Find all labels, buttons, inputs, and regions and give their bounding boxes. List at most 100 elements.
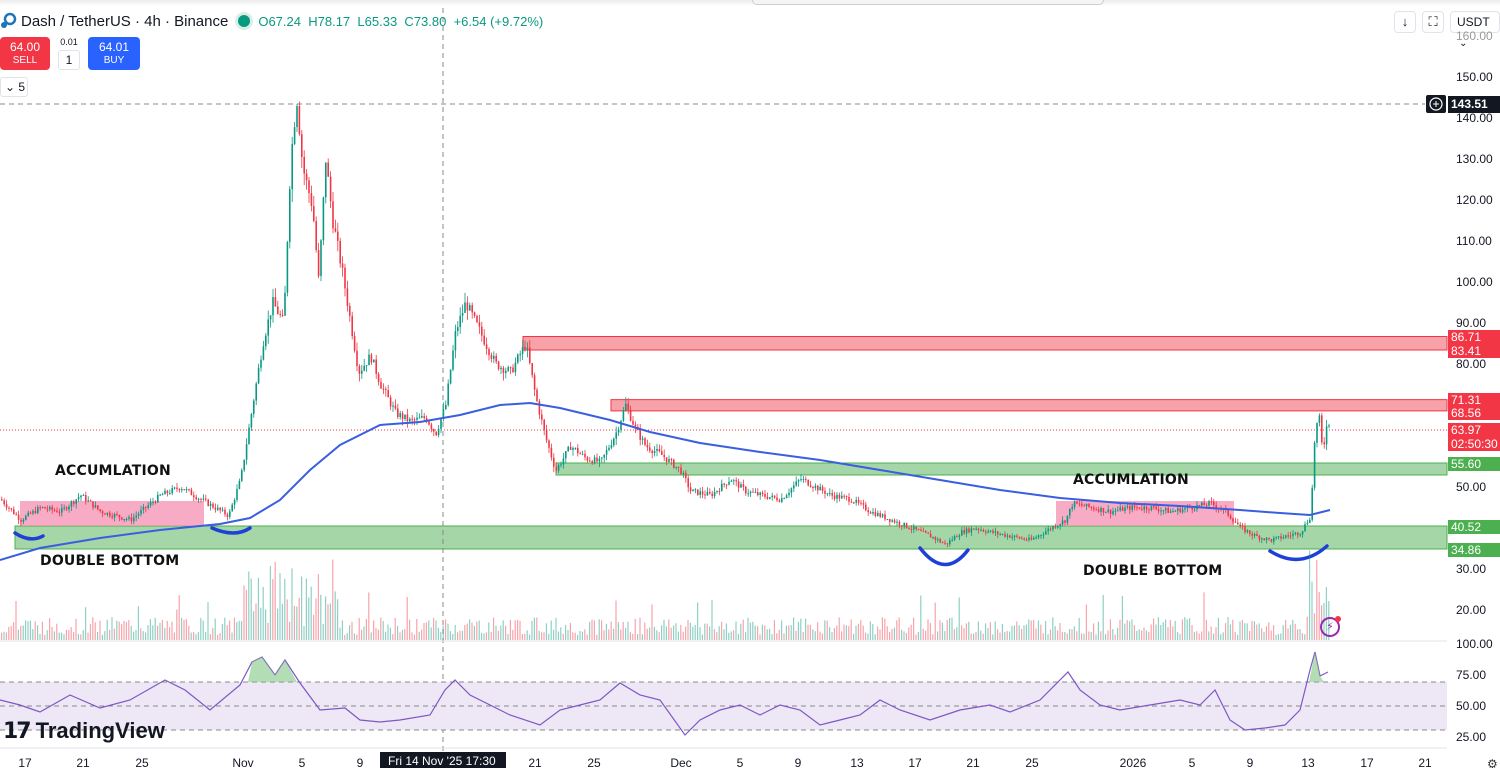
time-tick: 9 — [356, 756, 364, 768]
time-tick: 13 — [1301, 756, 1315, 768]
close-label: C — [404, 13, 414, 29]
time-tick: 17 — [908, 756, 922, 768]
time-tick: 25 — [587, 756, 601, 768]
market-open-status-icon — [238, 15, 251, 27]
price-tick: 140.00 — [1456, 111, 1493, 125]
rsi-tick: 100.00 — [1456, 637, 1493, 651]
time-tick: 2026 — [1119, 756, 1147, 768]
fullscreen-icon: ⛶ — [1428, 14, 1438, 29]
symbol-title[interactable]: Dash / TetherUS · 4h · Binance — [21, 12, 229, 30]
time-tick: 5 — [736, 756, 744, 768]
high-value: 78.17 — [317, 13, 351, 29]
plus-circle-icon — [1429, 97, 1443, 111]
lightning-alert-button[interactable]: ⚡ — [1320, 616, 1341, 637]
price-level-tag: 40.52 — [1448, 520, 1500, 534]
add-alert-plus-button[interactable] — [1426, 95, 1446, 113]
chevron-down-icon: ⌄ — [1459, 38, 1468, 49]
time-tick: 9 — [1246, 756, 1254, 768]
sell-label: SELL — [12, 55, 38, 66]
trade-panel: 64.00 SELL 0.01 1 64.01 BUY — [0, 37, 140, 70]
time-tick: 25 — [135, 756, 149, 768]
price-tick: 150.00 — [1456, 70, 1493, 84]
rsi-tick: 75.00 — [1456, 668, 1487, 682]
top-edge — [0, 0, 1500, 6]
time-tick: 25 — [1025, 756, 1039, 768]
price-level-tag: 71.31 — [1448, 393, 1500, 407]
candles — [1, 101, 1330, 548]
price-tick: 160.00 — [1456, 29, 1493, 43]
time-tick: 5 — [1188, 756, 1196, 768]
price-tick: 100.00 — [1456, 275, 1493, 289]
time-tick: 17 — [1360, 756, 1374, 768]
low-value: 65.33 — [364, 13, 398, 29]
price-tick: 90.00 — [1456, 316, 1487, 330]
settings-gear-icon[interactable]: ⚙ — [1487, 757, 1498, 768]
chevron-down-icon: ⌄ — [5, 80, 16, 94]
price-tick: 20.00 — [1456, 603, 1487, 617]
price-level-tag: 02:50:30 — [1448, 437, 1500, 451]
crosshair-price-tag: 143.51 — [1448, 96, 1500, 113]
time-tick: 5 — [298, 756, 306, 768]
tradingview-logo-text: TradingView — [35, 718, 165, 743]
time-tick: 21 — [528, 756, 542, 768]
price-tick: 110.00 — [1456, 234, 1492, 248]
annotation-double-bottom-right: DOUBLE BOTTOM — [1083, 563, 1223, 579]
price-level-tag: 34.86 — [1448, 543, 1500, 557]
price-level-tag: 83.41 — [1448, 344, 1500, 358]
price-tick: 120.00 — [1456, 193, 1493, 207]
annotation-accumulation-right: ACCUMLATION — [1073, 472, 1189, 488]
price-level-tag: 86.71 — [1448, 330, 1500, 344]
change-value: +6.54 (+9.72%) — [453, 13, 544, 29]
close-value: 73.80 — [413, 13, 447, 29]
open-value: 67.24 — [268, 13, 301, 29]
arrow-down-icon: ↓ — [1401, 14, 1409, 29]
currency-select[interactable]: USDT ⌄ — [1450, 11, 1500, 49]
time-tick: Dec — [670, 756, 692, 768]
scroll-to-latest-button[interactable]: ↓ — [1394, 11, 1416, 33]
ohlc-values: O67.24 H78.17 L65.33 C73.80 +6.54 (+9.72… — [258, 14, 543, 29]
annotation-double-bottom-left: DOUBLE BOTTOM — [40, 553, 180, 569]
sell-button[interactable]: 64.00 SELL — [0, 37, 50, 70]
dash-logo-icon — [0, 12, 18, 30]
tradingview-logo[interactable]: 𝟭𝟳 TradingView — [3, 718, 165, 744]
time-tick: 9 — [794, 756, 802, 768]
price-level-tag: 55.60 — [1448, 457, 1500, 471]
symbol-legend: Dash / TetherUS · 4h · Binance O67.24 H7… — [0, 12, 543, 30]
chart-toolbar: ↓ ⛶ USDT ⌄ — [1394, 11, 1500, 49]
price-tick: 30.00 — [1456, 562, 1487, 576]
volume-bars — [1, 550, 1330, 640]
tradingview-mark-icon: 𝟭𝟳 — [3, 718, 32, 743]
price-tick: 50.00 — [1456, 480, 1487, 494]
lightning-icon: ⚡ — [1326, 621, 1334, 633]
indicator-count: 5 — [18, 80, 26, 94]
price-level-tag: 68.56 — [1448, 406, 1500, 420]
price-level-tag: 63.97 — [1448, 423, 1500, 437]
time-tick: 21 — [1418, 756, 1432, 768]
time-tick: 21 — [966, 756, 980, 768]
rsi-tick: 50.00 — [1456, 699, 1487, 713]
spread-value: 0.01 — [60, 37, 78, 47]
sell-price: 64.00 — [9, 40, 41, 54]
indicators-toggle-button[interactable]: ⌄ 5 — [0, 77, 28, 97]
time-tick: 21 — [76, 756, 90, 768]
low-label: L — [357, 13, 365, 29]
quantity-input[interactable]: 1 — [58, 50, 80, 70]
high-label: H — [308, 13, 318, 29]
buy-price: 64.01 — [98, 40, 130, 54]
quantity-group: 0.01 1 — [50, 37, 88, 70]
fullscreen-button[interactable]: ⛶ — [1422, 11, 1444, 33]
notification-dot — [1335, 616, 1341, 622]
annotation-accumulation-left: ACCUMLATION — [55, 463, 171, 479]
crosshair-time-tag: Fri 14 Nov '25 17:30 — [380, 752, 506, 768]
time-tick: Nov — [232, 756, 254, 768]
time-tick: 13 — [850, 756, 864, 768]
rsi-tick: 25.00 — [1456, 730, 1487, 744]
time-tick: 17 — [18, 756, 32, 768]
currency-value: USDT — [1457, 15, 1490, 29]
buy-label: BUY — [103, 55, 125, 66]
buy-button[interactable]: 64.01 BUY — [88, 37, 140, 70]
price-tick: 80.00 — [1456, 357, 1487, 371]
open-label: O — [258, 13, 269, 29]
